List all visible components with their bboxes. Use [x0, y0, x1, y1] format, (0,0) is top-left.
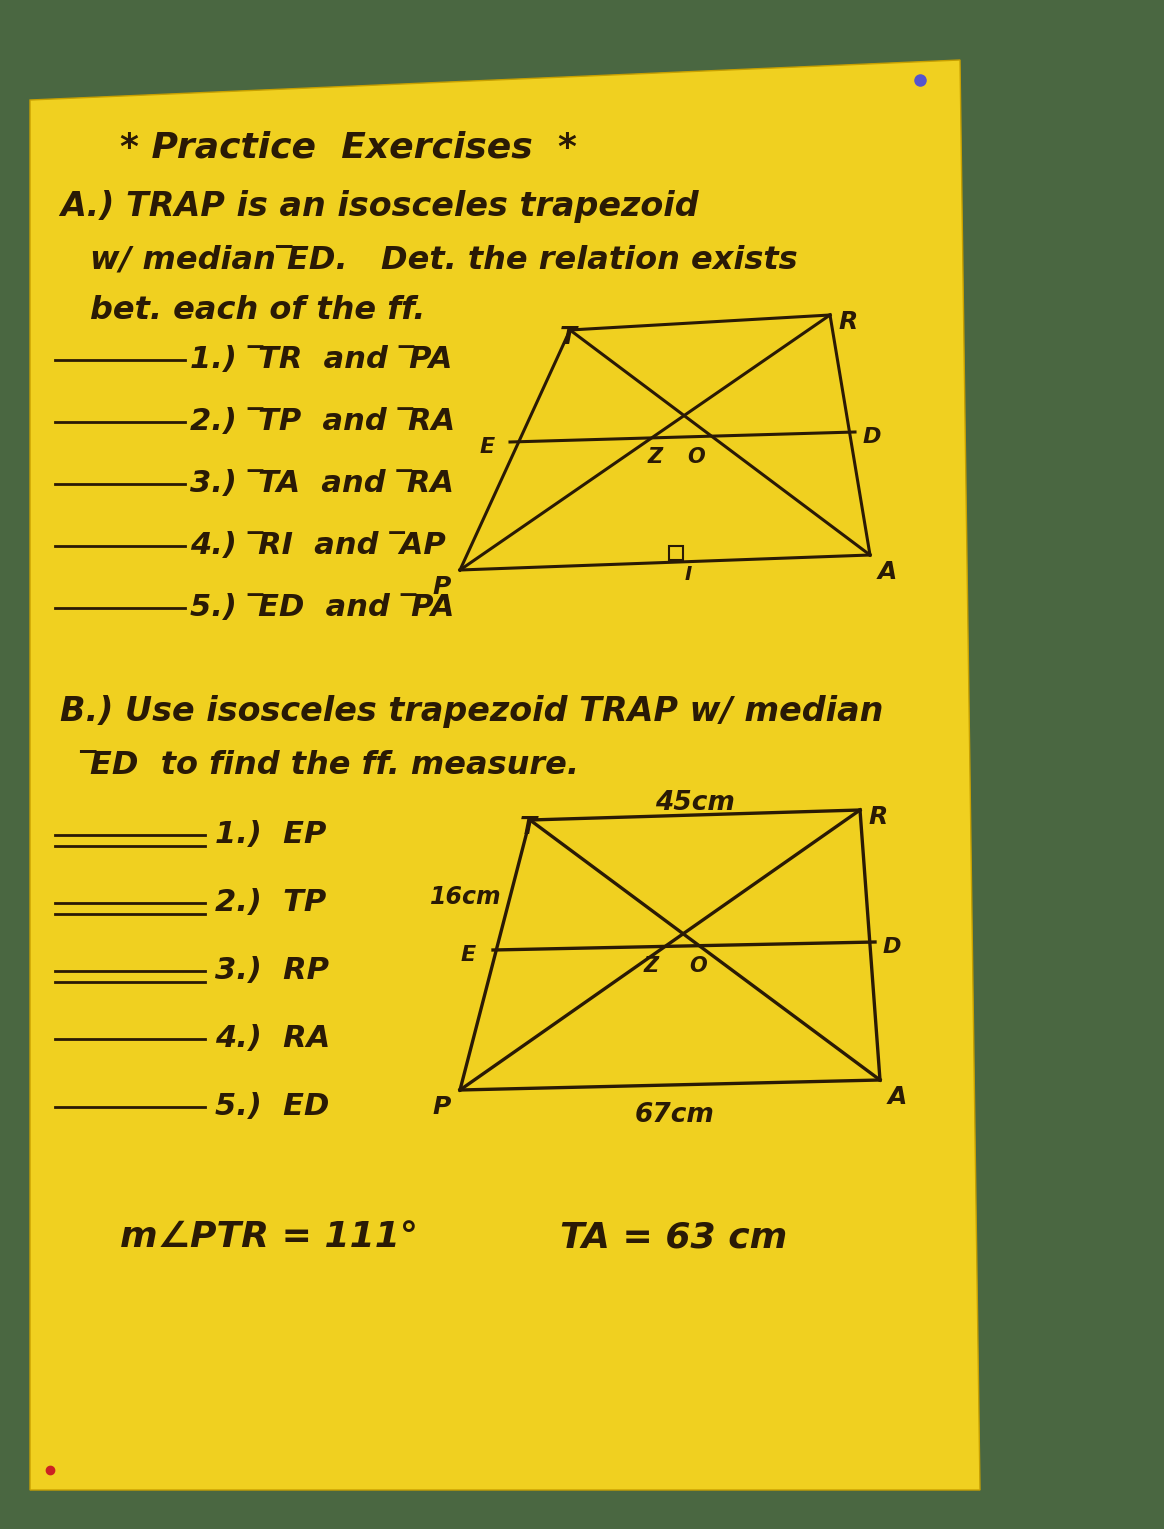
Text: P: P [432, 575, 450, 599]
Text: O: O [688, 446, 705, 466]
Text: m∠PTR = 111°: m∠PTR = 111° [120, 1220, 418, 1254]
Text: 5.)  ̅ED  and  ̅PA: 5.) ̅ED and ̅PA [190, 593, 454, 622]
Text: A: A [878, 560, 897, 584]
Text: R: R [868, 804, 887, 829]
Text: ̅ED  to find the ff. measure.: ̅ED to find the ff. measure. [90, 751, 579, 781]
Text: T: T [520, 815, 537, 839]
Text: bet. each of the ff.: bet. each of the ff. [90, 295, 425, 326]
Text: Z: Z [644, 956, 659, 976]
Text: * Practice  Exercises  *: * Practice Exercises * [120, 130, 577, 164]
Text: D: D [863, 427, 881, 446]
Text: w/ median ̅ED.   Det. the relation exists: w/ median ̅ED. Det. the relation exists [90, 245, 797, 277]
Text: D: D [883, 937, 901, 957]
Text: A: A [888, 1086, 908, 1109]
Text: B.) Use isosceles trapezoid TRAP w/ median: B.) Use isosceles trapezoid TRAP w/ medi… [61, 696, 883, 728]
Text: O: O [689, 956, 707, 976]
Text: 5.)  ED: 5.) ED [215, 1092, 329, 1121]
Text: I: I [684, 566, 693, 584]
Text: 4.)  RA: 4.) RA [215, 1024, 331, 1053]
Text: 2.)  ̅TP  and  ̅RA: 2.) ̅TP and ̅RA [190, 407, 455, 436]
Bar [669, 546, 683, 560]
Text: 3.)  RP: 3.) RP [215, 956, 329, 985]
Text: TA = 63 cm: TA = 63 cm [560, 1220, 787, 1254]
Text: 1.)  ̅TR  and  ̅PA: 1.) ̅TR and ̅PA [190, 346, 453, 375]
Text: 4.)  ̅RI  and  ̅AP: 4.) ̅RI and ̅AP [190, 531, 446, 560]
Text: A.) TRAP is an isosceles trapezoid: A.) TRAP is an isosceles trapezoid [61, 190, 698, 223]
Text: P: P [432, 1095, 450, 1119]
Text: 67cm: 67cm [636, 1102, 715, 1128]
Text: T: T [560, 326, 577, 349]
Text: E: E [461, 945, 476, 965]
Text: 1.)  EP: 1.) EP [215, 820, 326, 849]
Text: 45cm: 45cm [655, 790, 734, 816]
Text: 16cm: 16cm [430, 885, 502, 910]
Polygon shape [30, 60, 980, 1489]
Text: R: R [838, 310, 857, 333]
Text: Z: Z [647, 446, 662, 466]
Text: 2.)  TP: 2.) TP [215, 888, 326, 917]
Text: 3.)  ̅TA  and  ̅RA: 3.) ̅TA and ̅RA [190, 469, 454, 498]
Text: E: E [480, 437, 495, 457]
